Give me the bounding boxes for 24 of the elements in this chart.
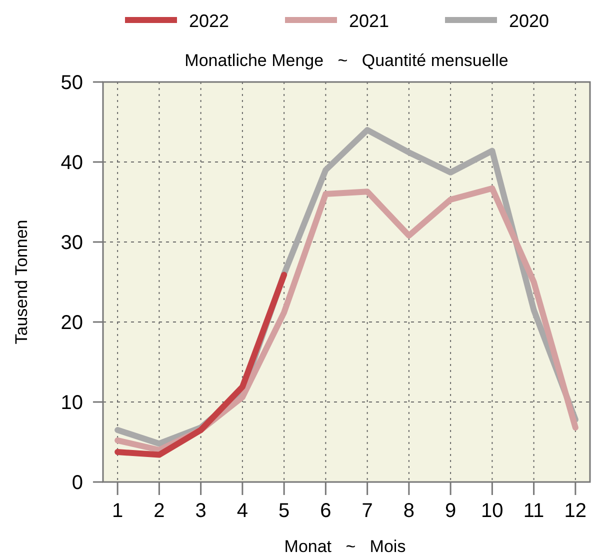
legend-label: 2021 [349, 11, 390, 31]
y-tick-label: 50 [60, 72, 83, 94]
legend-label: 2020 [509, 11, 550, 31]
x-tick-label: 7 [362, 500, 373, 522]
x-tick-label: 1 [112, 500, 124, 522]
x-tick-label: 3 [195, 500, 206, 522]
y-tick-label: 0 [72, 472, 83, 494]
y-tick-label: 20 [60, 312, 83, 334]
legend-label: 2022 [189, 11, 230, 31]
x-tick-label: 8 [403, 500, 414, 522]
x-tick-label: 2 [154, 500, 165, 522]
y-axis-title: Tausend Tonnen [12, 220, 31, 344]
x-axis-title: Monat ~ Mois [284, 537, 406, 556]
x-tick-label: 9 [444, 500, 456, 522]
x-tick-label: 6 [320, 500, 332, 522]
x-tick-label: 5 [278, 500, 290, 522]
y-tick-label: 40 [60, 152, 83, 174]
y-tick-label: 10 [60, 392, 83, 414]
x-tick-label: 12 [564, 500, 587, 522]
y-tick-label: 30 [60, 232, 83, 254]
x-tick-label: 10 [481, 500, 504, 522]
x-tick-label: 4 [236, 500, 248, 522]
chart-title: Monatliche Menge ~ Quantité mensuelle [184, 51, 508, 70]
x-tick-label: 11 [523, 500, 544, 522]
